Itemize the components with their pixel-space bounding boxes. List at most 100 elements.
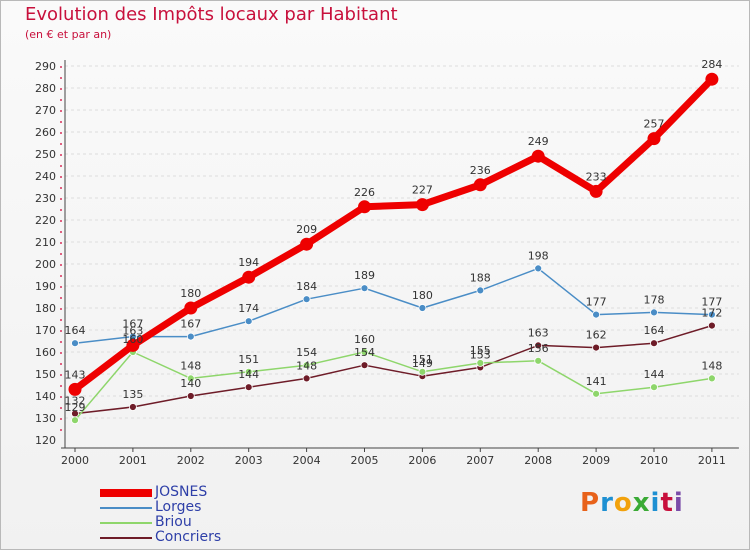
data-label-josnes: 233 xyxy=(586,170,607,183)
data-label-concriers: 164 xyxy=(644,324,665,337)
data-label-concriers: 153 xyxy=(470,348,491,361)
data-point-josnes xyxy=(589,184,603,198)
data-label-josnes: 284 xyxy=(701,58,722,71)
data-point-lorges xyxy=(244,317,253,326)
x-tick-label: 2006 xyxy=(408,454,436,467)
data-point-josnes xyxy=(531,149,545,163)
grid-layer xyxy=(65,65,739,419)
y-tick-label: 280 xyxy=(35,82,56,95)
data-label-concriers: 132 xyxy=(65,395,86,408)
y-tick-label: 200 xyxy=(35,258,56,271)
x-tick-label: 2005 xyxy=(351,454,379,467)
chart-title: Evolution des Impôts locaux par Habitant xyxy=(25,4,398,25)
y-tick-label: 240 xyxy=(35,170,56,183)
series-line-briou xyxy=(74,351,713,421)
data-point-josnes xyxy=(473,178,487,192)
y-tick-label: 180 xyxy=(35,302,56,315)
x-tick-label: 2004 xyxy=(293,454,321,467)
y-tick-label: 170 xyxy=(35,324,56,337)
data-label-josnes: 180 xyxy=(180,287,201,300)
logo-letter: x xyxy=(632,488,651,518)
data-label-briou: 151 xyxy=(238,353,259,366)
data-point-briou xyxy=(650,383,658,392)
data-point-lorges xyxy=(418,304,427,312)
x-tick-label: 2000 xyxy=(61,454,89,467)
logo-letter: P xyxy=(580,488,601,518)
data-label-briou: 148 xyxy=(701,359,722,372)
data-label-briou: 156 xyxy=(528,342,549,355)
data-label-briou: 155 xyxy=(470,344,491,357)
data-label-josnes: 249 xyxy=(528,135,549,148)
data-point-briou xyxy=(360,348,369,356)
data-label-briou: 160 xyxy=(122,333,143,346)
x-tick-label: 2003 xyxy=(235,454,263,467)
x-tick-label: 2011 xyxy=(698,454,726,467)
series-line-josnes xyxy=(71,75,716,393)
data-label-concriers: 154 xyxy=(354,346,375,359)
data-label-josnes: 143 xyxy=(65,368,86,381)
data-label-lorges: 177 xyxy=(701,296,722,309)
logo-letter: r xyxy=(600,488,614,518)
logo-letter: i xyxy=(673,488,684,518)
data-point-lorges xyxy=(302,295,311,304)
legend-swatch-lorges xyxy=(100,507,152,509)
data-label-lorges: 177 xyxy=(586,296,607,309)
y-tick-label: 160 xyxy=(35,346,56,359)
data-label-briou: 144 xyxy=(644,368,665,381)
y-tick-label: 120 xyxy=(35,434,56,447)
data-label-concriers: 148 xyxy=(296,359,317,372)
data-point-concriers xyxy=(128,403,137,411)
data-label-lorges: 164 xyxy=(65,324,86,337)
data-label-lorges: 189 xyxy=(354,269,375,282)
data-label-briou: 151 xyxy=(412,353,433,366)
data-point-concriers xyxy=(592,343,600,352)
data-label-briou: 129 xyxy=(65,401,86,414)
data-label-briou: 160 xyxy=(354,333,375,346)
data-label-concriers: 149 xyxy=(412,357,433,370)
logo-letter: o xyxy=(613,488,633,518)
y-tick-label: 290 xyxy=(35,60,56,73)
data-point-lorges xyxy=(592,310,600,319)
data-label-lorges: 167 xyxy=(180,318,201,331)
data-point-concriers xyxy=(186,392,195,400)
data-point-lorges xyxy=(71,339,79,348)
legend-swatch-josnes xyxy=(100,489,152,497)
x-tick-label: 2002 xyxy=(177,454,205,467)
data-point-lorges xyxy=(650,308,658,317)
series-layer xyxy=(68,72,719,425)
data-label-josnes: 194 xyxy=(238,256,259,269)
proxiti-logo: Proxiti xyxy=(580,488,684,518)
data-label-lorges: 188 xyxy=(470,271,491,284)
data-label-josnes: 257 xyxy=(644,118,665,131)
data-point-concriers xyxy=(360,361,369,370)
data-label-lorges: 167 xyxy=(122,318,143,331)
data-point-briou xyxy=(71,416,79,425)
data-point-josnes xyxy=(358,200,371,214)
data-point-josnes xyxy=(184,301,198,315)
x-tick-label: 2001 xyxy=(119,454,147,467)
y-tick-label: 230 xyxy=(35,192,56,205)
y-tick-label: 250 xyxy=(35,148,56,161)
data-label-josnes: 226 xyxy=(354,186,375,199)
y-tick-label: 140 xyxy=(35,390,56,403)
data-point-josnes xyxy=(242,270,256,284)
x-tick-label: 2010 xyxy=(640,454,668,467)
data-point-briou xyxy=(302,361,311,370)
data-point-josnes xyxy=(300,237,314,251)
logo-letter: i xyxy=(650,488,661,518)
data-label-layer: 143 163 180 194 209 226 227 236 249 233 257 284 164 1… xyxy=(65,58,723,414)
data-point-briou xyxy=(186,374,195,383)
data-point-concriers xyxy=(302,374,311,383)
data-label-lorges: 178 xyxy=(644,293,665,306)
data-point-josnes xyxy=(126,338,140,352)
data-point-briou xyxy=(476,359,485,367)
y-tick-label: 150 xyxy=(35,368,56,381)
data-label-lorges: 198 xyxy=(528,249,549,262)
data-point-briou xyxy=(708,374,716,383)
data-label-briou: 141 xyxy=(586,375,607,388)
data-point-josnes xyxy=(415,198,429,212)
data-label-concriers: 135 xyxy=(122,388,143,401)
data-point-briou xyxy=(418,367,427,376)
data-label-lorges: 174 xyxy=(238,302,259,315)
